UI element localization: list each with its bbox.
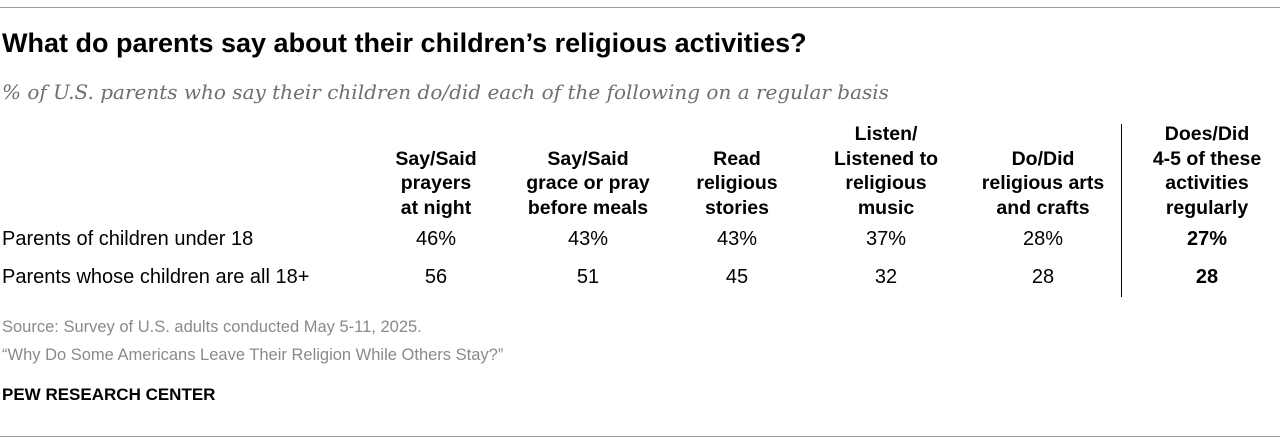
cell-under-18-arts-crafts: 28%: [1022, 228, 1064, 250]
column-header-arts-crafts: Do/Did religious arts and crafts: [981, 147, 1105, 219]
bottom-rule: [0, 436, 1280, 437]
brand-logo-text: PEW RESEARCH CENTER: [2, 385, 216, 404]
cell-under-18-stories: 43%: [716, 228, 758, 250]
cell-18-plus-music: 32: [874, 266, 898, 288]
top-rule: [0, 7, 1280, 8]
column-header-music: Listen/ Listened to religious music: [833, 123, 938, 219]
cell-18-plus-arts-crafts: 28: [1031, 266, 1055, 288]
cell-18-plus-4-5-activities: 28: [1195, 266, 1219, 288]
column-header-prayers: Say/Said prayers at night: [395, 147, 477, 219]
source-note: Source: Survey of U.S. adults conducted …: [2, 318, 422, 336]
cell-under-18-music: 37%: [865, 228, 907, 250]
cell-18-plus-prayers: 56: [424, 266, 448, 288]
row-label-under-18: Parents of children under 18: [2, 228, 254, 250]
column-header-stories: Read religious stories: [696, 147, 778, 219]
row-label-all-18-plus: Parents whose children are all 18+: [2, 266, 310, 288]
cell-18-plus-grace: 51: [576, 266, 600, 288]
chart-subtitle: % of U.S. parents who say their children…: [2, 80, 889, 104]
column-divider: [1121, 124, 1122, 297]
cell-under-18-prayers: 46%: [415, 228, 457, 250]
report-title-note: “Why Do Some Americans Leave Their Relig…: [2, 346, 504, 364]
cell-under-18-4-5-activities: 27%: [1186, 228, 1228, 250]
column-header-grace: Say/Said grace or pray before meals: [526, 147, 650, 219]
chart-title: What do parents say about their children…: [2, 28, 807, 58]
column-header-4-5-activities: Does/Did 4-5 of these activities regular…: [1152, 123, 1262, 219]
cell-18-plus-stories: 45: [725, 266, 749, 288]
cell-under-18-grace: 43%: [567, 228, 609, 250]
